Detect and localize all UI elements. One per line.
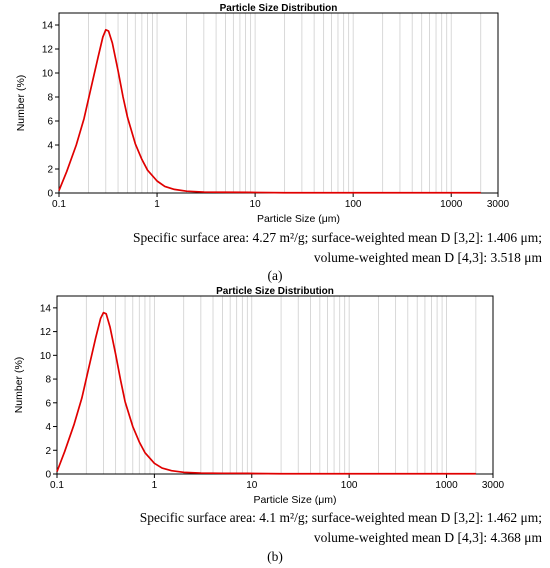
caption-b-line2: volume-weighted mean D [4,3]: 4.368 μm [313, 530, 542, 545]
panel-letter-a: (a) [267, 268, 283, 283]
x-tick-label: 0.1 [52, 199, 66, 210]
distribution-line [56, 311, 476, 475]
x-tick-label: 100 [341, 480, 358, 491]
x-tick-label: 1 [152, 480, 158, 491]
y-tick-label: 8 [45, 375, 51, 386]
x-tick-label: 1000 [435, 480, 458, 491]
y-tick-label: 12 [40, 327, 52, 338]
y-tick-label: 2 [47, 165, 53, 176]
caption-a-line1: Specific surface area: 4.27 m²/g; surfac… [132, 230, 542, 245]
x-tick-label: 0.1 [50, 480, 64, 491]
panel-letter-b: (b) [267, 549, 283, 564]
caption-b-line1: Specific surface area: 4.1 m²/g; surface… [139, 510, 542, 525]
y-tick-label: 6 [45, 398, 51, 409]
y-tick-label: 0 [45, 470, 51, 481]
y-tick-label: 14 [42, 21, 54, 32]
y-tick-label: 12 [42, 45, 54, 56]
caption-a-line2: volume-weighted mean D [4,3]: 3.518 μm [313, 250, 542, 265]
y-tick-label: 14 [40, 303, 52, 314]
y-tick-label: 4 [47, 141, 53, 152]
y-tick-label: 8 [47, 93, 53, 104]
chart-title: Particle Size Distribution [220, 3, 338, 14]
y-tick-label: 4 [45, 422, 51, 433]
chart-panel-a: Particle Size Distribution 0 2 4 6 8 10 12 14 0.1… [15, 3, 542, 283]
x-tick-label: 10 [246, 480, 258, 491]
x-tick-label: 1000 [440, 199, 463, 210]
x-tick-label: 1 [154, 199, 160, 210]
y-tick-label: 2 [45, 446, 51, 457]
y-tick-label: 6 [47, 117, 53, 128]
x-tick-label: 3000 [487, 199, 510, 210]
x-tick-label: 100 [345, 199, 362, 210]
particle-size-chart-b: Particle Size Distribution 0 2 4 6 8 10 12 14 0.1… [13, 286, 505, 506]
y-tick-label: 0 [47, 189, 53, 200]
x-tick-label: 3000 [482, 480, 505, 491]
chart-title: Particle Size Distribution [216, 286, 334, 297]
chart-panel-b: Particle Size Distribution 0 2 4 6 8 10 12 14 0.1… [0, 284, 550, 568]
y-axis-label: Number (%) [13, 357, 25, 414]
y-tick-label: 10 [42, 69, 54, 80]
grid-lines [88, 13, 482, 193]
x-tick-label: 10 [250, 199, 262, 210]
y-axis-label: Number (%) [15, 75, 27, 132]
x-axis-label: Particle Size (μm) [257, 213, 340, 225]
x-axis-label: Particle Size (μm) [253, 494, 336, 506]
distribution-line [58, 28, 481, 194]
y-tick-label: 10 [40, 351, 52, 362]
grid-lines [85, 296, 477, 474]
particle-size-chart-a: Particle Size Distribution 0 2 4 6 8 10 12 14 0.1… [15, 3, 510, 225]
